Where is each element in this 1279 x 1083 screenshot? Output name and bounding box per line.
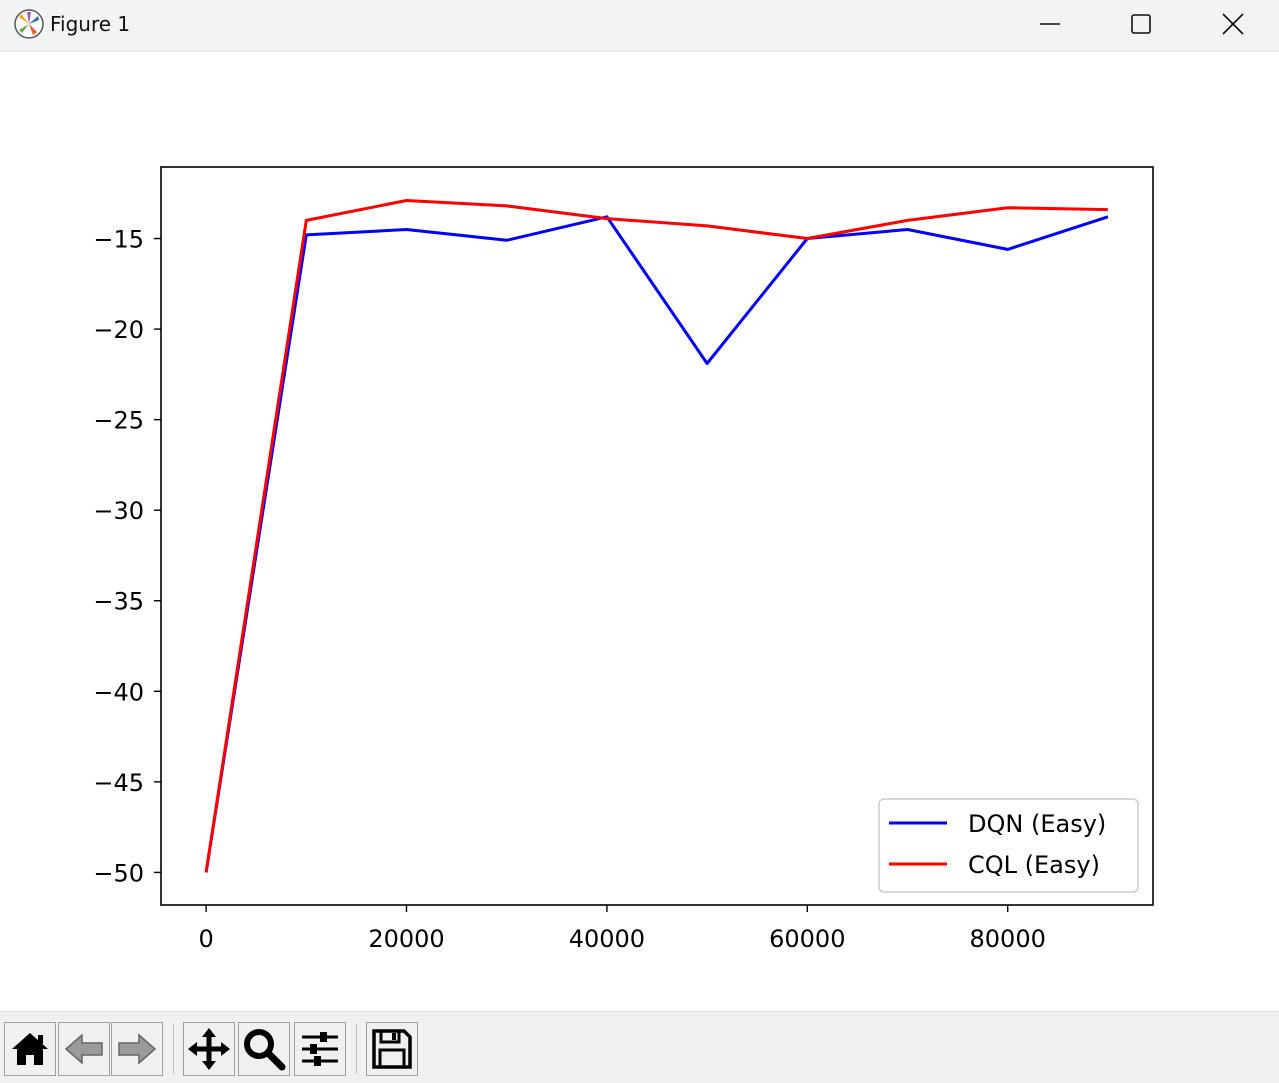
home-button[interactable] bbox=[4, 1022, 56, 1076]
minimize-icon bbox=[1039, 13, 1061, 35]
save-button[interactable] bbox=[366, 1022, 418, 1076]
y-tick-label: −45 bbox=[93, 769, 144, 797]
window-titlebar: Figure 1 bbox=[0, 0, 1279, 52]
x-tick-label: 0 bbox=[198, 925, 213, 953]
toolbar-separator bbox=[356, 1024, 357, 1074]
zoom-button[interactable] bbox=[238, 1022, 290, 1076]
close-icon bbox=[1221, 12, 1245, 36]
line-chart: 0 20000 40000 60000 80000 −15 −20 −25 −30 −35 −40 −… bbox=[93, 166, 1154, 953]
legend-label: CQL (Easy) bbox=[968, 851, 1100, 879]
figure-canvas[interactable]: 0 20000 40000 60000 80000 −15 −20 −25 −30 −35 −40 −… bbox=[0, 52, 1279, 1011]
legend-label: DQN (Easy) bbox=[968, 810, 1106, 838]
x-tick-label: 60000 bbox=[769, 925, 845, 953]
x-tick-label: 20000 bbox=[368, 925, 444, 953]
pan-button[interactable] bbox=[183, 1022, 235, 1076]
minimize-button[interactable] bbox=[1004, 0, 1096, 48]
sliders-icon bbox=[298, 1027, 342, 1071]
forward-arrow-icon bbox=[115, 1027, 159, 1071]
y-tick-label: −50 bbox=[93, 859, 144, 887]
toolbar-separator bbox=[173, 1024, 174, 1074]
y-tick-label: −15 bbox=[93, 226, 144, 254]
back-button[interactable] bbox=[58, 1022, 110, 1076]
y-tick-label: −30 bbox=[93, 497, 144, 525]
move-icon bbox=[186, 1026, 232, 1072]
navigation-toolbar bbox=[0, 1011, 1279, 1083]
maximize-button[interactable] bbox=[1095, 0, 1187, 48]
maximize-icon bbox=[1130, 13, 1152, 35]
close-button[interactable] bbox=[1187, 0, 1279, 48]
magnifier-icon bbox=[241, 1026, 287, 1072]
x-tick-label: 80000 bbox=[970, 925, 1046, 953]
save-icon bbox=[370, 1027, 414, 1071]
y-tick-label: −20 bbox=[93, 316, 144, 344]
y-tick-label: −35 bbox=[93, 588, 144, 616]
home-icon bbox=[8, 1027, 52, 1071]
series-line-0 bbox=[204, 215, 1109, 873]
matplotlib-icon bbox=[13, 8, 45, 40]
axes-frame bbox=[160, 166, 1154, 906]
window-title: Figure 1 bbox=[50, 12, 131, 36]
x-tick-label: 40000 bbox=[569, 925, 645, 953]
y-tick-label: −25 bbox=[93, 407, 144, 435]
series-line-1 bbox=[204, 199, 1108, 873]
forward-button[interactable] bbox=[111, 1022, 163, 1076]
back-arrow-icon bbox=[62, 1027, 106, 1071]
configure-subplots-button[interactable] bbox=[294, 1022, 346, 1076]
y-tick-label: −40 bbox=[93, 678, 144, 706]
